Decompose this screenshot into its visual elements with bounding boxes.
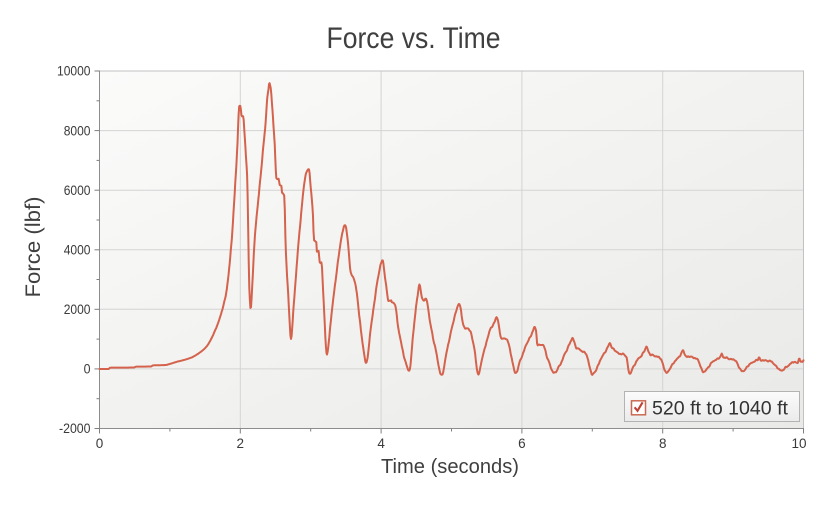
svg-text:8: 8: [659, 436, 667, 451]
svg-text:8000: 8000: [64, 123, 91, 138]
svg-text:10000: 10000: [57, 64, 91, 79]
svg-text:2000: 2000: [64, 302, 91, 317]
svg-text:2: 2: [237, 436, 245, 451]
svg-text:6: 6: [518, 436, 526, 451]
svg-text:10: 10: [791, 436, 806, 451]
svg-text:520 ft to 1040 ft: 520 ft to 1040 ft: [652, 398, 789, 420]
svg-text:Force (lbf): Force (lbf): [22, 197, 45, 298]
svg-text:Time (seconds): Time (seconds): [381, 456, 519, 478]
svg-text:0: 0: [96, 436, 104, 451]
svg-text:4: 4: [377, 436, 385, 451]
svg-text:4000: 4000: [64, 242, 91, 257]
svg-text:-2000: -2000: [59, 421, 91, 436]
svg-text:0: 0: [84, 362, 91, 377]
svg-text:Force vs. Time: Force vs. Time: [327, 22, 501, 55]
svg-text:6000: 6000: [64, 183, 91, 198]
